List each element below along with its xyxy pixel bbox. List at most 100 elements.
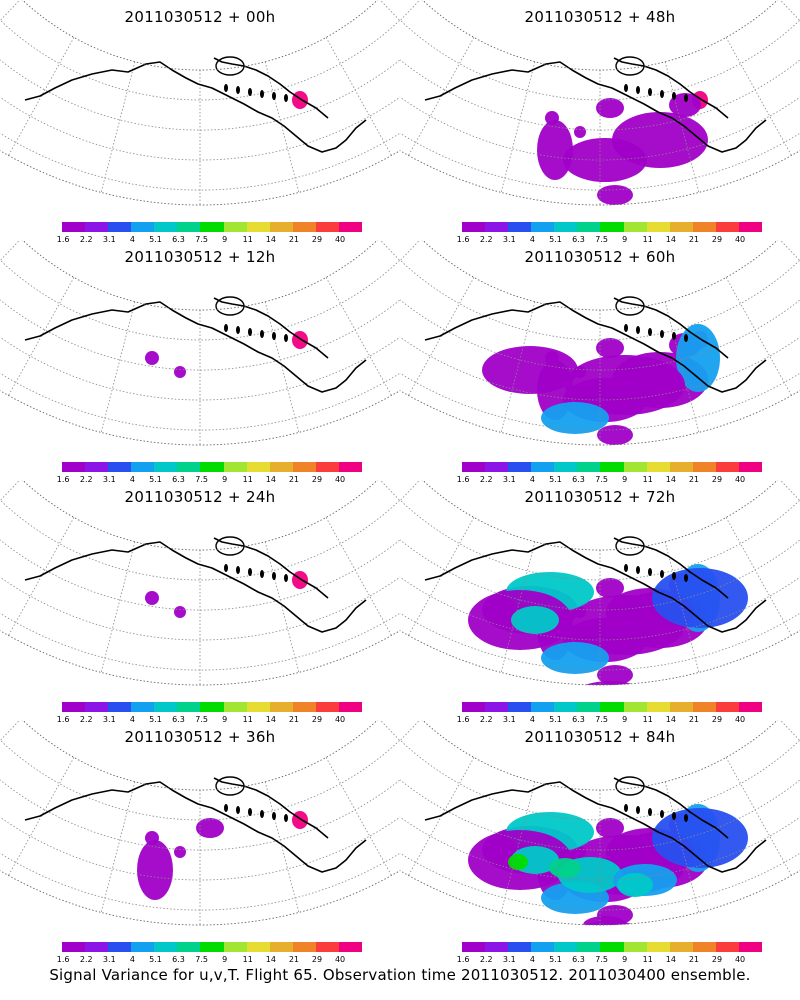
coastline-main [24, 781, 367, 873]
signal-blob [596, 578, 624, 598]
island [260, 570, 264, 578]
panel-title: 2011030512 + 72h [524, 488, 676, 506]
colorbar-swatch [292, 462, 316, 472]
colorbar-tick-label: 9 [222, 235, 228, 244]
signal-blob [596, 338, 624, 358]
colorbar-tick-label: 7.5 [195, 235, 208, 244]
island [648, 328, 652, 336]
colorbar-tick-label: 40 [734, 235, 746, 244]
colorbar-tick-label: 5.1 [549, 235, 562, 244]
colorbar-tick-label: 7.5 [195, 475, 208, 484]
colorbar-tick-label: 5.1 [549, 475, 562, 484]
longitude-line [379, 240, 400, 262]
island [236, 806, 240, 814]
colorbar-labels: 1.6 2.2 3.1 4 5.1 6.3 7.5 9 11 14 21 29 40 [57, 475, 362, 485]
longitude-line [325, 517, 392, 636]
colorbar-swatch [485, 702, 509, 712]
colorbar [462, 222, 763, 232]
map-panel: 2011030512 + 24h 1.6 2.2 3.1 4 5.1 6.3 7.5 9 11 14… [0, 480, 400, 728]
colorbar-swatch [131, 222, 155, 232]
frame-bottom [0, 630, 400, 686]
signal-field [145, 571, 308, 618]
panel-title: 2011030512 + 84h [524, 728, 676, 746]
colorbar-swatch [669, 462, 693, 472]
colorbar-swatch [154, 462, 178, 472]
colorbar-tick-label: 2.2 [79, 715, 93, 724]
frame-top [421, 720, 779, 791]
longitude-line [664, 541, 700, 673]
latitude-line [0, 852, 400, 911]
island [224, 804, 228, 812]
longitude-line [264, 61, 300, 193]
coastline-north [613, 297, 729, 359]
colorbar-tick-label: 29 [311, 955, 323, 964]
latitude-line [400, 739, 800, 821]
colorbar-tick-label: 11 [642, 715, 653, 724]
colorbar-swatch [177, 942, 201, 952]
colorbar-swatch [200, 462, 224, 472]
map-frame [400, 0, 800, 206]
island [636, 86, 640, 94]
arctic-archipelago [215, 776, 245, 796]
colorbar [62, 942, 363, 952]
island [284, 94, 288, 102]
colorbar-tick-label: 21 [288, 715, 300, 724]
frame-bottom [0, 150, 400, 206]
coastline [24, 777, 367, 873]
colorbar-swatch [177, 222, 201, 232]
colorbar-swatch [738, 222, 763, 232]
coastline [424, 57, 767, 153]
longitude-line [8, 277, 75, 396]
graticule [0, 480, 400, 685]
signal-blob [292, 91, 308, 109]
signal-field [145, 331, 308, 378]
longitude-line [725, 37, 792, 156]
colorbar-tick-label: 6.3 [572, 955, 585, 964]
colorbar-tick-label: 4 [529, 475, 535, 484]
island [636, 326, 640, 334]
signal-blob [596, 818, 624, 838]
frame-top [21, 720, 379, 791]
colorbar-swatch [738, 462, 763, 472]
arctic-archipelago [215, 56, 245, 76]
map-plot [0, 0, 400, 206]
island [260, 330, 264, 338]
colorbar-swatch [554, 702, 578, 712]
island [624, 324, 628, 332]
map-panel: 2011030512 + 00h 1.6 2.2 3.1 4 5.1 6.3 7.5 9 11 14… [0, 0, 400, 248]
island [660, 570, 664, 578]
colorbar-swatch [692, 702, 716, 712]
latitude-line [400, 336, 800, 401]
coastline-north [613, 57, 729, 119]
colorbar-tick-label: 9 [622, 715, 628, 724]
colorbar-tick-label: 6.3 [172, 715, 185, 724]
coastline-main [424, 61, 767, 153]
colorbar-tick-label: 21 [688, 955, 700, 964]
signal-blob [482, 346, 578, 394]
island [672, 572, 676, 580]
colorbar-swatch [292, 702, 316, 712]
colorbar-tick-label: 9 [222, 955, 228, 964]
signal-blob [174, 606, 186, 618]
signal-blob [292, 571, 308, 589]
coastline-north [613, 537, 729, 599]
colorbar-tick-label: 3.1 [102, 955, 116, 964]
colorbar-tick-label: 40 [334, 715, 346, 724]
colorbar-tick-label: 29 [711, 475, 723, 484]
colorbar-swatch [223, 222, 247, 232]
colorbar-tick-label: 2.2 [479, 715, 493, 724]
colorbar-swatch [200, 702, 224, 712]
colorbar-tick-label: 4 [529, 955, 535, 964]
colorbar-tick-label: 6.3 [572, 235, 585, 244]
longitude-line [8, 757, 75, 876]
colorbar-swatch [669, 702, 693, 712]
colorbar-swatch [246, 942, 270, 952]
colorbar-tick-label: 21 [288, 475, 300, 484]
signal-field [292, 91, 308, 109]
island [660, 810, 664, 818]
colorbar-swatch [223, 462, 247, 472]
longitude-line [325, 37, 392, 156]
island [684, 334, 688, 342]
colorbar-tick-label: 40 [334, 475, 346, 484]
longitude-line [664, 61, 700, 193]
